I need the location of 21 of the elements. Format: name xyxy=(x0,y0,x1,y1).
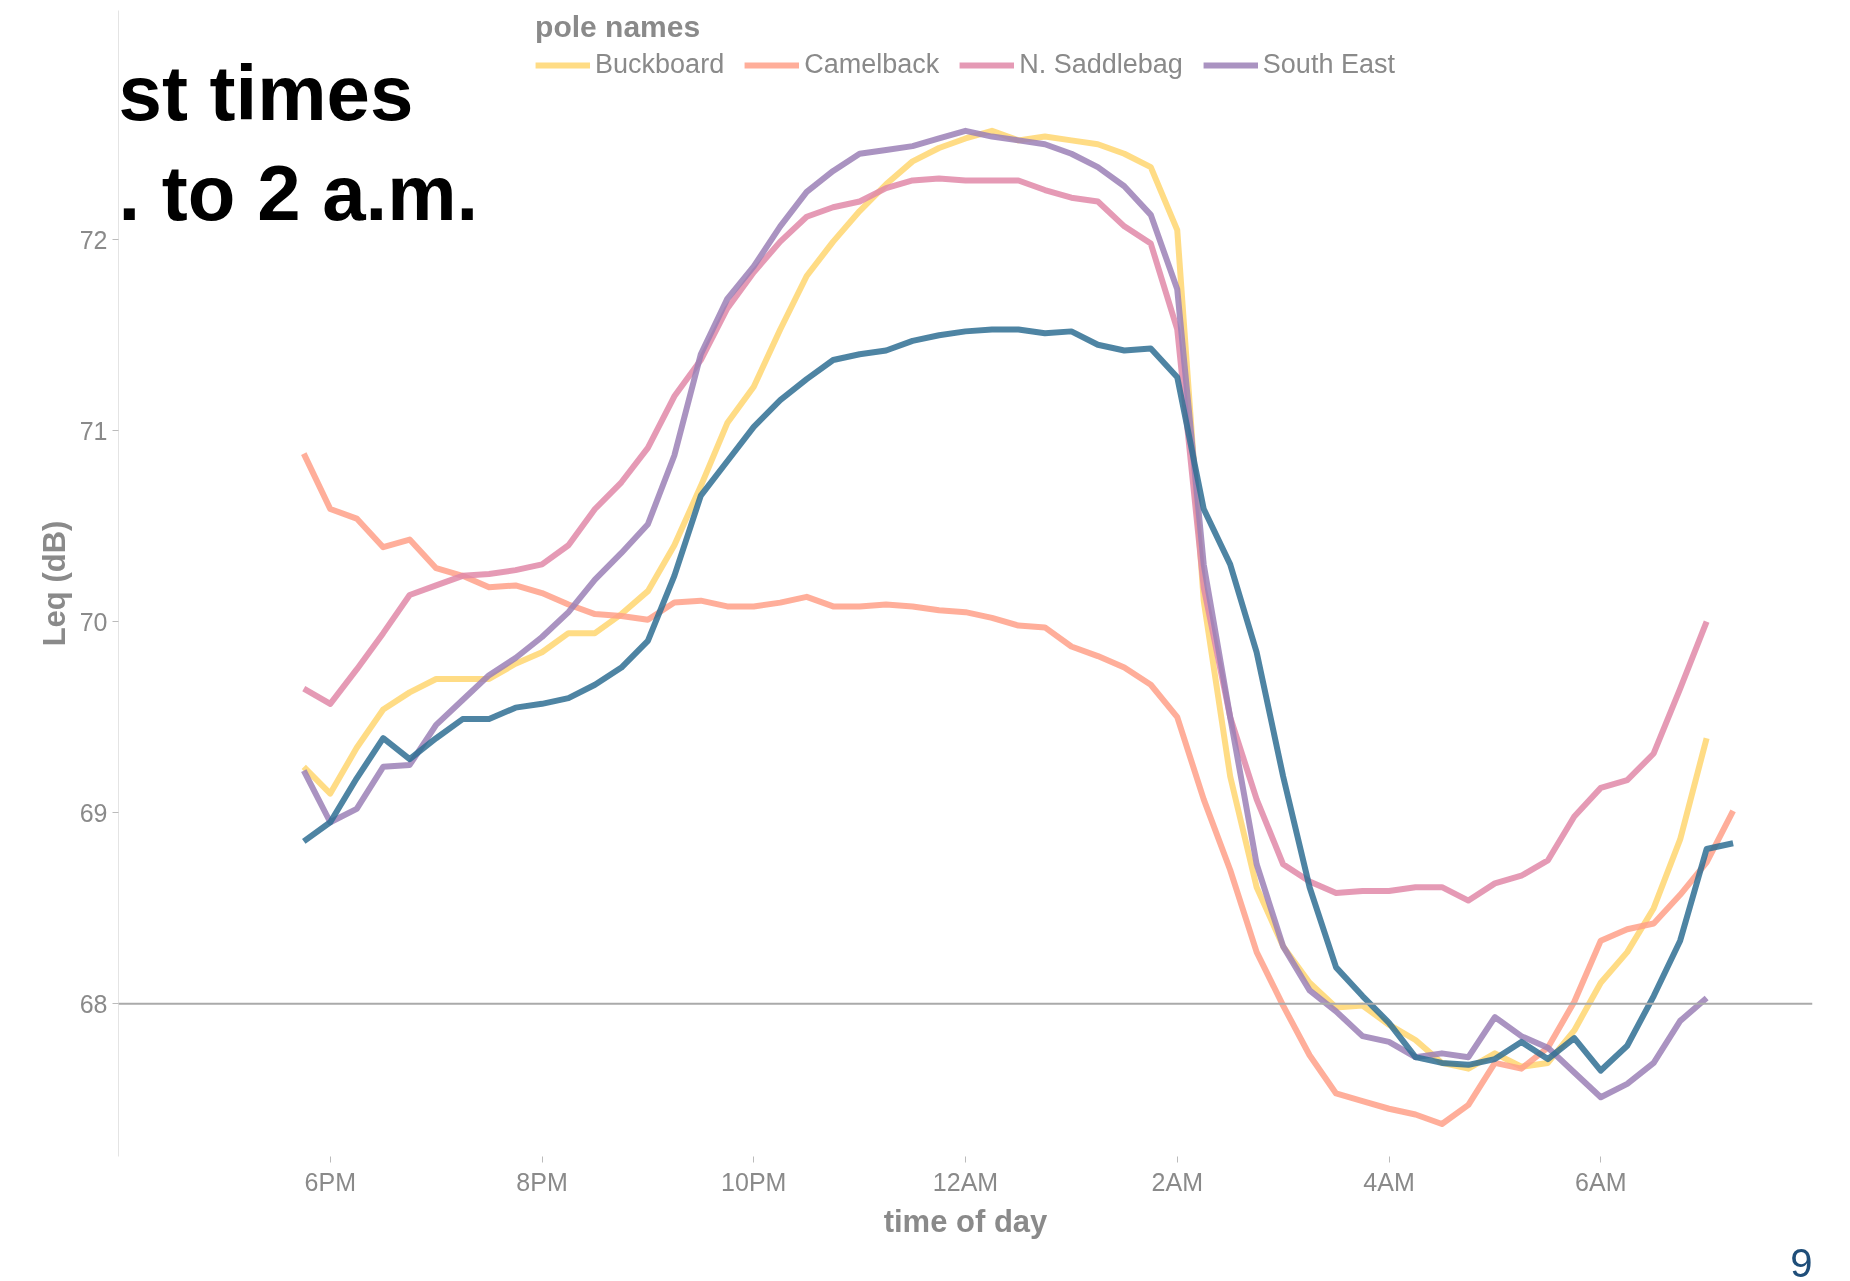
y-tick-label: 69 xyxy=(79,798,108,827)
x-tick-label: 6AM xyxy=(1575,1167,1627,1196)
legend-label: South East xyxy=(1262,49,1395,80)
x-tick-label: 6PM xyxy=(304,1167,356,1196)
y-tick-label: 68 xyxy=(79,989,108,1018)
y-tick-label: 71 xyxy=(79,416,108,445)
x-tick-label: 10PM xyxy=(721,1167,787,1196)
text: 9 xyxy=(1790,1240,1813,1281)
y-axis-title: Leq (dB) xyxy=(36,520,72,647)
legend-label: Buckboard xyxy=(595,49,725,80)
y-tick-label: 72 xyxy=(79,225,108,254)
legend-title: pole names xyxy=(535,10,702,44)
x-tick-label: 12AM xyxy=(932,1167,999,1196)
y-tick-label: 70 xyxy=(79,607,108,636)
text: st times . to 2 a.m. xyxy=(118,48,479,237)
x-tick-label: 8PM xyxy=(516,1167,568,1196)
x-tick-label: 2AM xyxy=(1151,1167,1203,1196)
legend-label: N. Saddlebag xyxy=(1019,49,1183,80)
legend-label: Camelback xyxy=(804,49,940,80)
x-tick-label: 4AM xyxy=(1363,1167,1415,1196)
x-axis-title: time of day xyxy=(883,1203,1049,1239)
